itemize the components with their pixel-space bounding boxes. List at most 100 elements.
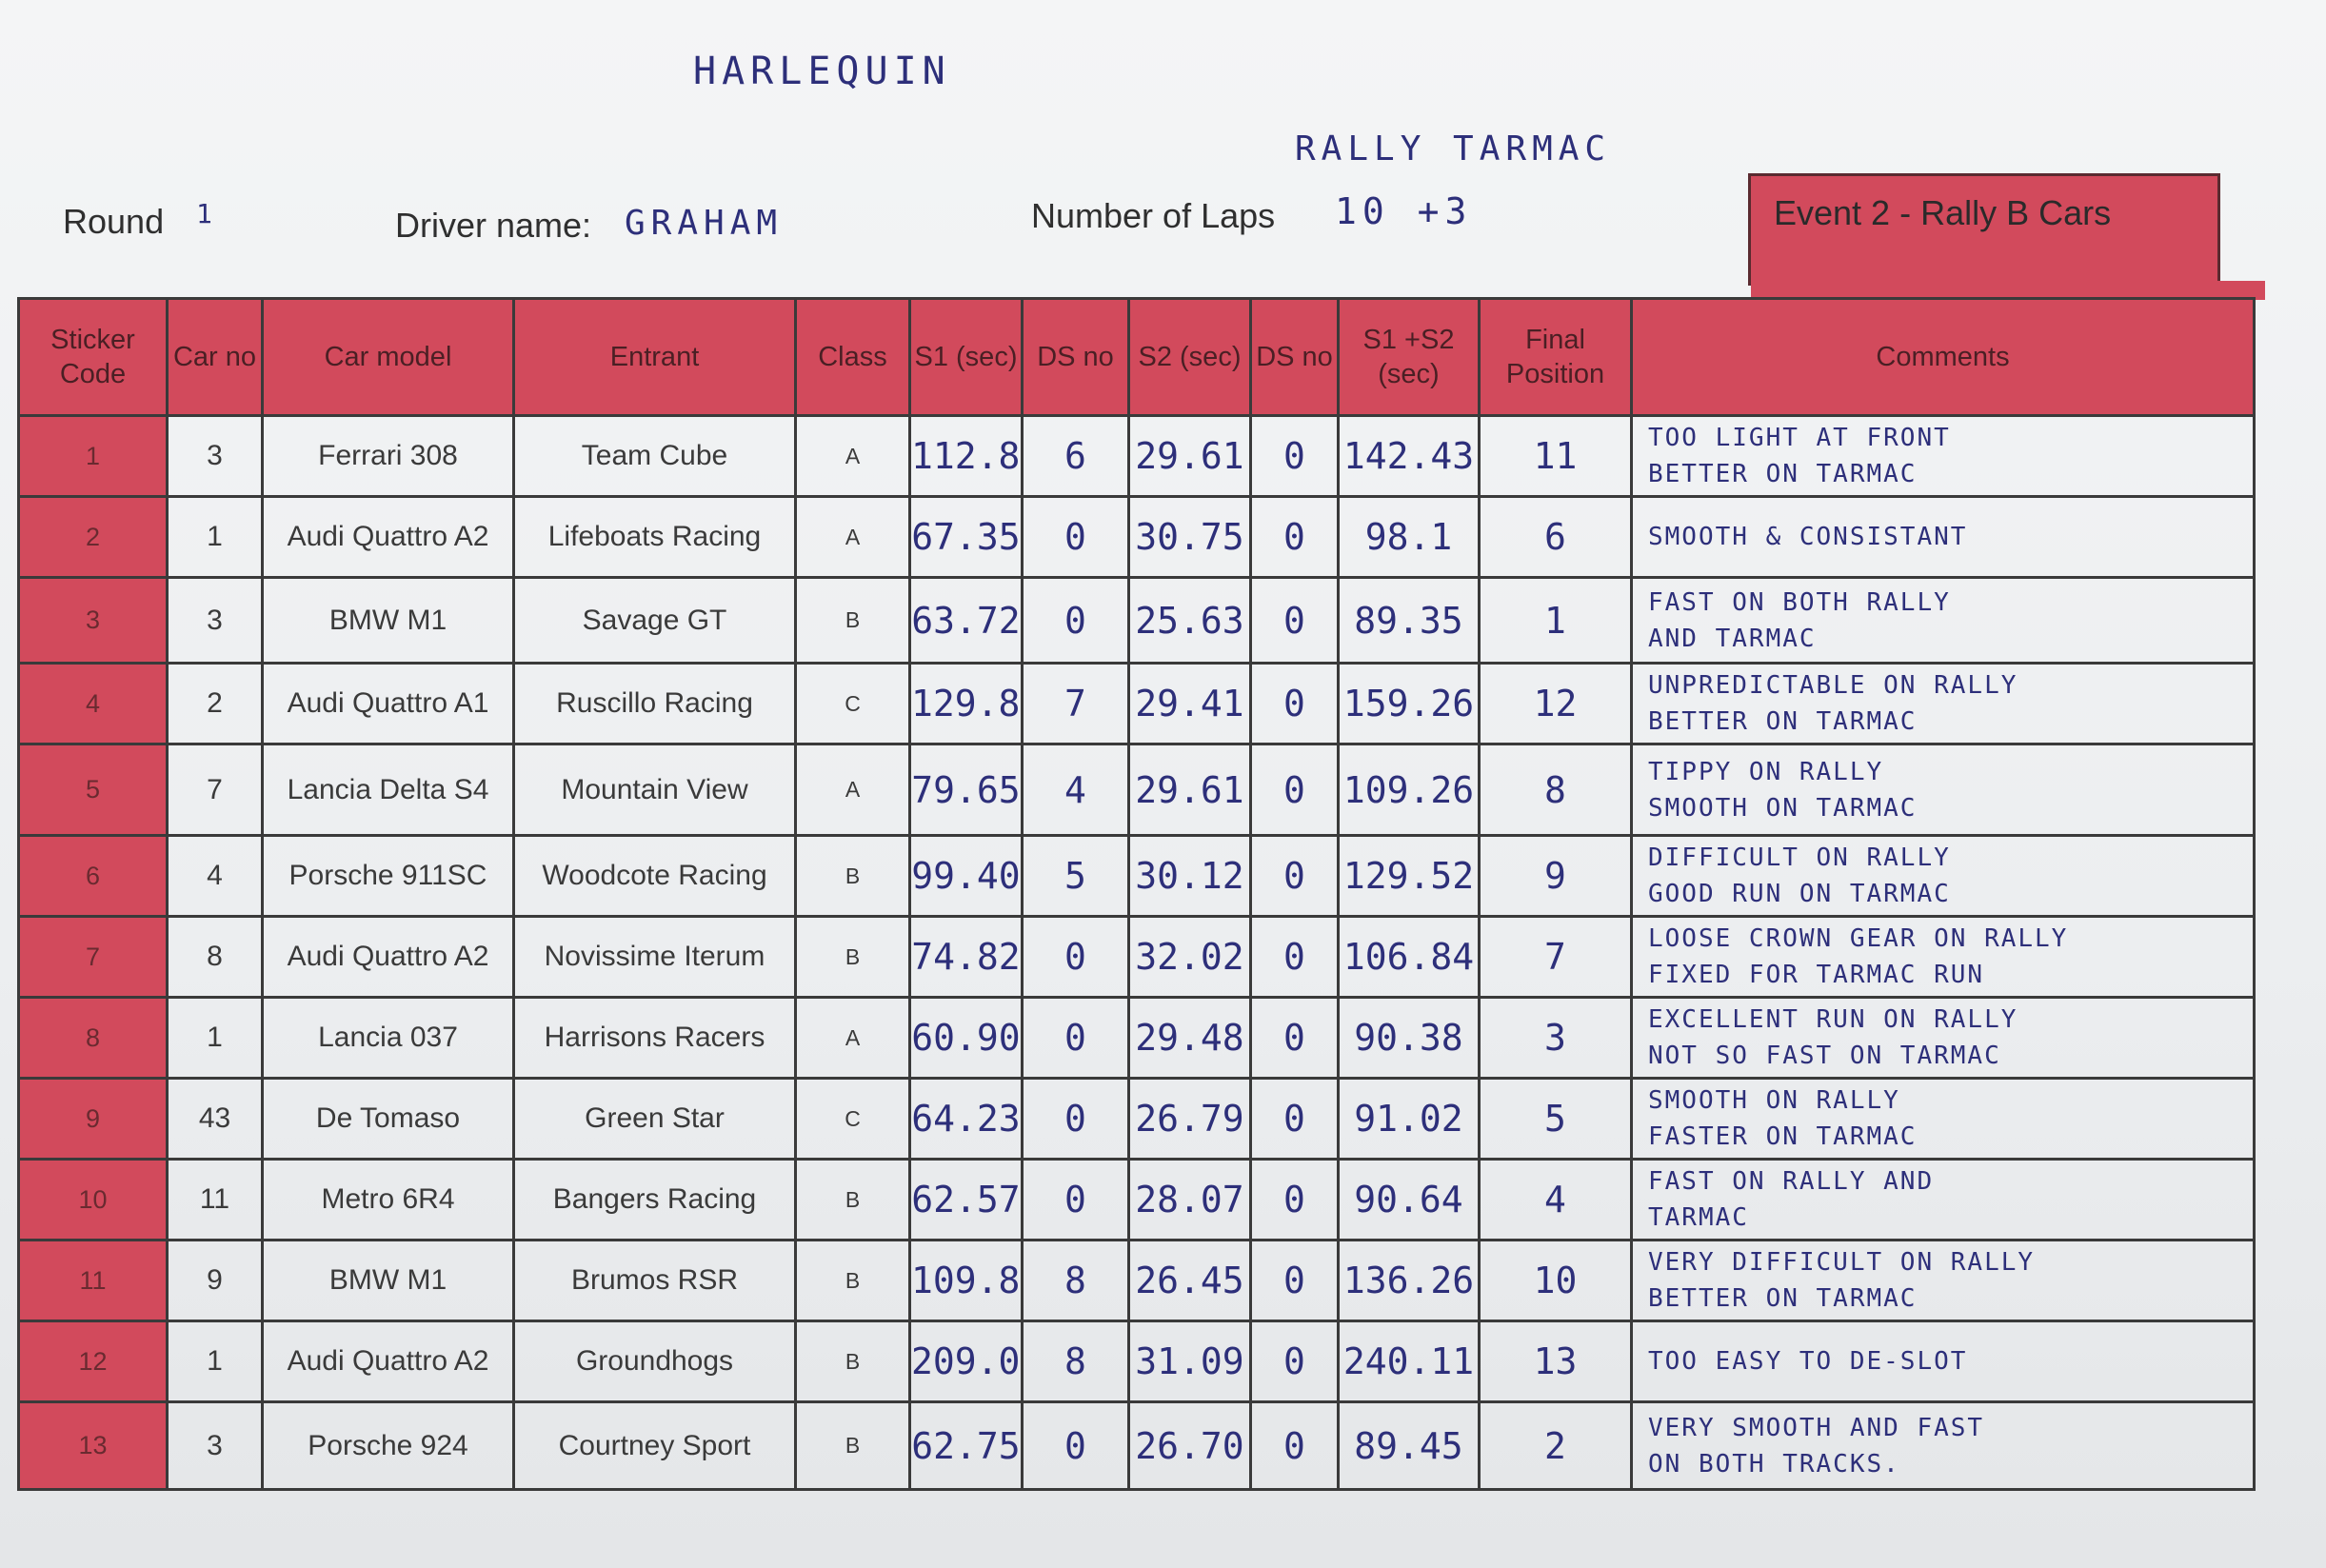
comments-cell: VERY SMOOTH AND FAST ON BOTH TRACKS. — [1630, 1400, 2256, 1491]
sticker-code-cell: 4 — [17, 662, 169, 745]
table-header-row: Sticker Code Car no Car model Entrant Cl… — [17, 297, 2256, 417]
column-header-car-model: Car model — [261, 297, 515, 417]
s2-time-cell: 25.63 — [1127, 576, 1252, 665]
final-position-cell: 1 — [1478, 576, 1633, 665]
comment-line: UNPREDICTABLE ON RALLY — [1648, 671, 2018, 700]
final-position-cell: 3 — [1478, 996, 1633, 1080]
final-position-cell: 10 — [1478, 1239, 1633, 1322]
comment-line: DIFFICULT ON RALLY — [1648, 844, 1951, 872]
comment-line: LOOSE CROWN GEAR ON RALLY — [1648, 924, 2069, 953]
ds1-cell: 0 — [1021, 1077, 1130, 1161]
comment-line: BETTER ON TARMAC — [1648, 1284, 1918, 1313]
column-header-entrant: Entrant — [512, 297, 797, 417]
ds2-cell: 0 — [1249, 414, 1340, 498]
s2-time-cell: 26.70 — [1127, 1400, 1252, 1491]
table-row: 9 43 De Tomaso Green Star C 64.23 0 26.79 0 91.02… — [17, 1077, 2256, 1161]
car-model-cell: BMW M1 — [261, 1239, 515, 1322]
laps-value: 10 +3 — [1335, 190, 1473, 232]
car-model-cell: Metro 6R4 — [261, 1158, 515, 1241]
ds1-cell: 8 — [1021, 1320, 1130, 1403]
car-model-cell: BMW M1 — [261, 576, 515, 665]
ds2-cell: 0 — [1249, 662, 1340, 745]
ds1-cell: 0 — [1021, 495, 1130, 579]
car-no-cell: 3 — [166, 414, 264, 498]
final-position-cell: 11 — [1478, 414, 1633, 498]
sticker-code-cell: 2 — [17, 495, 169, 579]
class-cell: B — [794, 915, 911, 999]
s1-time-cell: 62.75 — [908, 1400, 1024, 1491]
car-model-cell: Audi Quattro A2 — [261, 915, 515, 999]
total-time-cell: 109.26 — [1337, 743, 1481, 837]
sticker-code-cell: 11 — [17, 1239, 169, 1322]
total-time-cell: 159.26 — [1337, 662, 1481, 745]
total-time-cell: 89.35 — [1337, 576, 1481, 665]
car-no-cell: 7 — [166, 743, 264, 837]
team-name-handwritten: HARLEQUIN — [693, 50, 951, 93]
total-time-cell: 90.64 — [1337, 1158, 1481, 1241]
total-time-cell: 142.43 — [1337, 414, 1481, 498]
class-cell: B — [794, 1400, 911, 1491]
comment-line: SMOOTH ON TARMAC — [1648, 793, 1918, 823]
car-model-cell: Porsche 924 — [261, 1400, 515, 1491]
ds1-cell: 5 — [1021, 834, 1130, 918]
comment-line: FASTER ON TARMAC — [1648, 1122, 1918, 1151]
table-row: 8 1 Lancia 037 Harrisons Racers A 60.90 0 29.48… — [17, 996, 2256, 1080]
comment-line: NOT SO FAST ON TARMAC — [1648, 1042, 2001, 1070]
comment-line: FAST ON RALLY AND — [1648, 1167, 1935, 1196]
class-cell: A — [794, 414, 911, 498]
column-header-class: Class — [794, 297, 911, 417]
comment-line: SMOOTH ON RALLY — [1648, 1086, 1900, 1115]
comments-cell: UNPREDICTABLE ON RALLY BETTER ON TARMAC — [1630, 662, 2256, 745]
table-row: 7 8 Audi Quattro A2 Novissime Iterum B 74.82 0… — [17, 915, 2256, 999]
comments-cell: TIPPY ON RALLY SMOOTH ON TARMAC — [1630, 743, 2256, 837]
column-header-final-position: Final Position — [1478, 297, 1633, 417]
s2-time-cell: 28.07 — [1127, 1158, 1252, 1241]
ds1-cell: 0 — [1021, 1158, 1130, 1241]
entrant-cell: Ruscillo Racing — [512, 662, 797, 745]
column-header-total: S1 +S2 (sec) — [1337, 297, 1481, 417]
driver-name-value: GRAHAM — [625, 204, 784, 243]
column-header-s1: S1 (sec) — [908, 297, 1024, 417]
s1-time-cell: 99.40 — [908, 834, 1024, 918]
comment-line: FIXED FOR TARMAC RUN — [1648, 961, 1985, 989]
total-time-cell: 89.45 — [1337, 1400, 1481, 1491]
entrant-cell: Brumos RSR — [512, 1239, 797, 1322]
class-cell: A — [794, 495, 911, 579]
s1-time-cell: 62.57 — [908, 1158, 1024, 1241]
comment-line: GOOD RUN ON TARMAC — [1648, 880, 1951, 908]
s1-time-cell: 129.85 — [908, 662, 1024, 745]
entrant-cell: Bangers Racing — [512, 1158, 797, 1241]
driver-name-label: Driver name: — [395, 206, 592, 245]
s2-time-cell: 30.12 — [1127, 834, 1252, 918]
table-row: 10 11 Metro 6R4 Bangers Racing B 62.57 0 28.07 0… — [17, 1158, 2256, 1241]
sticker-code-cell: 13 — [17, 1400, 169, 1491]
comment-line: BETTER ON TARMAC — [1648, 707, 1918, 736]
s2-time-cell: 29.48 — [1127, 996, 1252, 1080]
comments-cell: VERY DIFFICULT ON RALLY BETTER ON TARMAC — [1630, 1239, 2256, 1322]
final-position-cell: 8 — [1478, 743, 1633, 837]
car-model-cell: Ferrari 308 — [261, 414, 515, 498]
ds1-cell: 8 — [1021, 1239, 1130, 1322]
ds2-cell: 0 — [1249, 576, 1340, 665]
comments-cell: DIFFICULT ON RALLY GOOD RUN ON TARMAC — [1630, 834, 2256, 918]
final-position-cell: 6 — [1478, 495, 1633, 579]
comments-cell: FAST ON RALLY AND TARMAC — [1630, 1158, 2256, 1241]
ds2-cell: 0 — [1249, 834, 1340, 918]
column-header-ds1: DS no — [1021, 297, 1130, 417]
comment-line: VERY SMOOTH AND FAST — [1648, 1413, 1985, 1442]
car-model-cell: Lancia 037 — [261, 996, 515, 1080]
car-no-cell: 8 — [166, 915, 264, 999]
sticker-code-cell: 10 — [17, 1158, 169, 1241]
s1-time-cell: 112.82 — [908, 414, 1024, 498]
ds2-cell: 0 — [1249, 915, 1340, 999]
entrant-cell: Novissime Iterum — [512, 915, 797, 999]
final-position-cell: 5 — [1478, 1077, 1633, 1161]
laps-label: Number of Laps — [1031, 196, 1276, 235]
comment-line: EXCELLENT RUN ON RALLY — [1648, 1005, 2018, 1034]
total-time-cell: 129.52 — [1337, 834, 1481, 918]
class-cell: B — [794, 1158, 911, 1241]
